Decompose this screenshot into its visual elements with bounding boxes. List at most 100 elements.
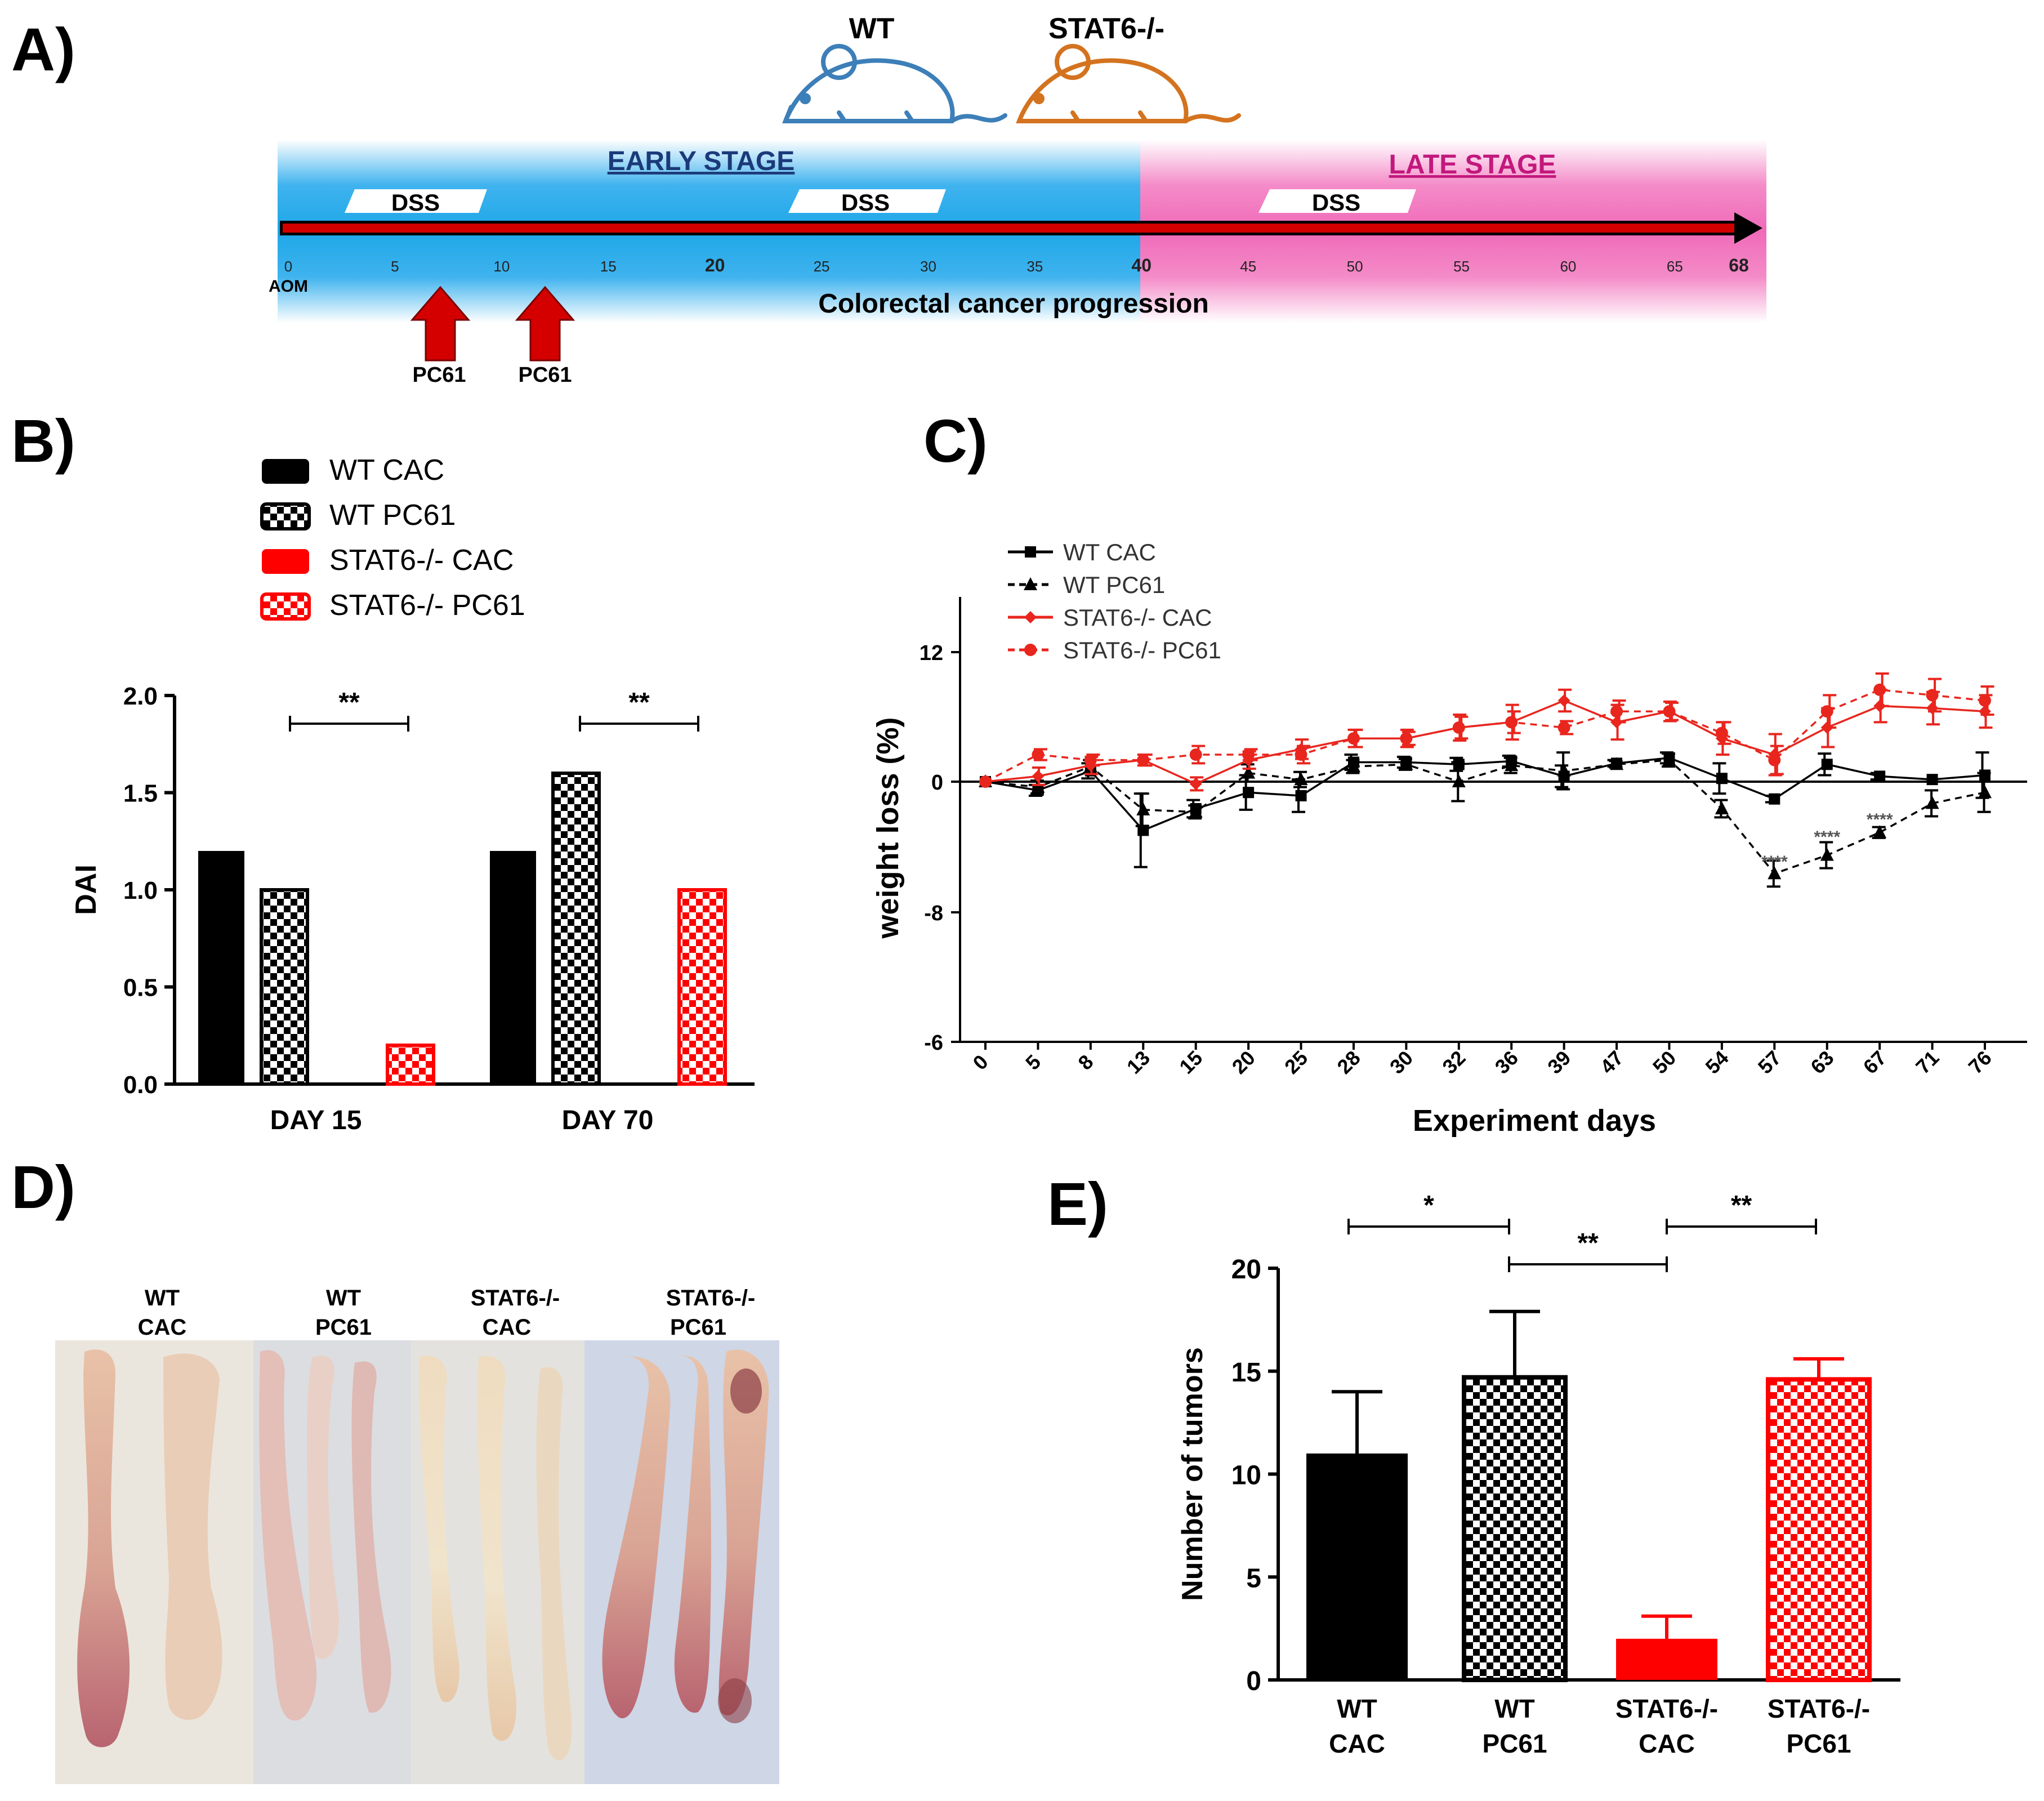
data-point — [1346, 759, 1360, 773]
bar — [1766, 1377, 1872, 1683]
legend-label: STAT6-/- CAC — [1063, 604, 1212, 631]
photo-label-stat6-cac-1: STAT6-/- — [471, 1286, 560, 1310]
x-category-label: PC61 — [1482, 1729, 1547, 1758]
dss-box-1 — [345, 189, 487, 213]
data-point — [1347, 732, 1360, 745]
data-point — [1189, 804, 1203, 818]
x-tick-label: 57 — [1753, 1046, 1786, 1078]
legend-swatch-wt-cac — [262, 459, 309, 484]
x-tick-label: 36 — [1490, 1046, 1523, 1078]
bar — [677, 888, 727, 1086]
photo-label-wt-cac-1: WT — [145, 1286, 180, 1310]
x-category-label: CAC — [1329, 1729, 1385, 1758]
dss-label-1: DSS — [391, 189, 440, 216]
data-point — [1926, 774, 1938, 786]
x-category-label: CAC — [1639, 1729, 1695, 1758]
bar — [1462, 1375, 1568, 1683]
data-point — [979, 775, 992, 788]
significance-label: * — [1423, 1191, 1434, 1220]
panel-b-legend: WT CAC WT PC61 STAT6-/- CAC STAT6-/- PC6… — [260, 454, 525, 622]
series-line — [985, 759, 1985, 875]
y-tick-label: 0 — [931, 771, 943, 795]
y-tick-label: -6 — [924, 1031, 943, 1055]
x-tick-label: 0 — [969, 1050, 993, 1075]
significance-label: **** — [1814, 828, 1840, 846]
bar — [490, 851, 536, 1084]
pc61-arrow-2 — [515, 286, 575, 362]
data-point — [1716, 773, 1728, 784]
data-point — [1031, 779, 1045, 793]
data-point — [1242, 765, 1256, 779]
data-point — [1873, 825, 1887, 839]
y-tick-label: -8 — [924, 902, 943, 925]
x-tick-label: 5 — [1021, 1050, 1045, 1075]
photo-label-wt-pc61-1: WT — [326, 1286, 361, 1310]
x-tick-label: 8 — [1073, 1050, 1097, 1075]
late-stage-label: LATE STAGE — [1389, 150, 1556, 180]
x-tick-label: 67 — [1859, 1046, 1891, 1078]
colon-specimen — [77, 1349, 130, 1747]
x-tick-label: 54 — [1701, 1046, 1733, 1078]
bar — [386, 1044, 435, 1086]
x-category-label: PC61 — [1786, 1729, 1851, 1758]
pc61-label-1: PC61 — [412, 363, 466, 387]
series-line — [985, 699, 1985, 785]
x-tick-label: 71 — [1911, 1046, 1943, 1078]
x-tick-label: 13 — [1122, 1046, 1154, 1078]
data-point — [1820, 848, 1834, 861]
data-point — [1715, 726, 1728, 739]
data-point — [1663, 705, 1676, 718]
data-point — [1821, 759, 1833, 770]
timeline-tick-label: 45 — [1240, 258, 1256, 275]
data-point — [1505, 758, 1519, 772]
x-category-label: STAT6-/- — [1615, 1694, 1718, 1723]
panel-c-letter: C) — [923, 407, 988, 475]
legend-label: WT PC61 — [1063, 572, 1165, 598]
bar — [1306, 1453, 1408, 1680]
data-point — [1610, 757, 1624, 770]
data-point — [1662, 752, 1676, 766]
x-tick-label: 32 — [1438, 1046, 1470, 1078]
photo-label-stat6-cac-2: CAC — [483, 1315, 532, 1340]
photo-label-wt-cac-2: CAC — [138, 1315, 187, 1340]
y-tick-label: 1.0 — [123, 877, 158, 904]
bar — [1616, 1638, 1717, 1680]
data-point — [1032, 748, 1045, 761]
x-tick-label: 76 — [1964, 1046, 1996, 1078]
y-tick-label: 0 — [1246, 1666, 1261, 1696]
data-point — [1400, 732, 1413, 745]
data-point — [1925, 796, 1939, 809]
wt-mouse-label: WT — [849, 12, 895, 45]
bar — [551, 772, 601, 1086]
data-point — [1137, 754, 1150, 766]
x-axis-label: Experiment days — [1413, 1104, 1656, 1138]
colon-specimen — [259, 1350, 391, 1721]
y-tick-label: 0.5 — [123, 974, 158, 1002]
y-tick-label: 0.0 — [123, 1071, 158, 1099]
pc61-arrow-1 — [410, 286, 471, 362]
pc61-label-2: PC61 — [518, 363, 572, 387]
colon-specimen — [163, 1353, 222, 1720]
stat6-mouse-label: STAT6-/- — [1048, 12, 1164, 45]
aom-label: AOM — [269, 277, 308, 296]
timeline-tick-label: 65 — [1667, 258, 1683, 275]
series-line — [985, 756, 1985, 832]
panel-b: B) WT CAC WT PC61 STAT6-/- CAC STAT6-/- … — [11, 407, 755, 1135]
data-point — [1024, 611, 1037, 623]
panel-a-letter: A) — [11, 15, 75, 83]
timeline-tick-label: 25 — [814, 258, 830, 275]
y-axis-label: Number of tumors — [1176, 1347, 1209, 1601]
timeline-tick-label: 40 — [1131, 255, 1152, 275]
timeline-tick-label: 5 — [391, 258, 399, 275]
legend-label-stat6-cac: STAT6-/- CAC — [329, 544, 514, 577]
x-category-label: WT — [1494, 1694, 1535, 1723]
y-axis-label: weight loss (%) — [871, 717, 905, 939]
timeline-arrow — [280, 212, 1762, 244]
timeline-tick-label: 0 — [284, 258, 292, 275]
bar — [260, 888, 309, 1086]
data-point — [1557, 694, 1570, 707]
data-point — [1294, 772, 1308, 786]
data-point — [1768, 866, 1782, 880]
x-tick-label: 20 — [1228, 1046, 1260, 1078]
